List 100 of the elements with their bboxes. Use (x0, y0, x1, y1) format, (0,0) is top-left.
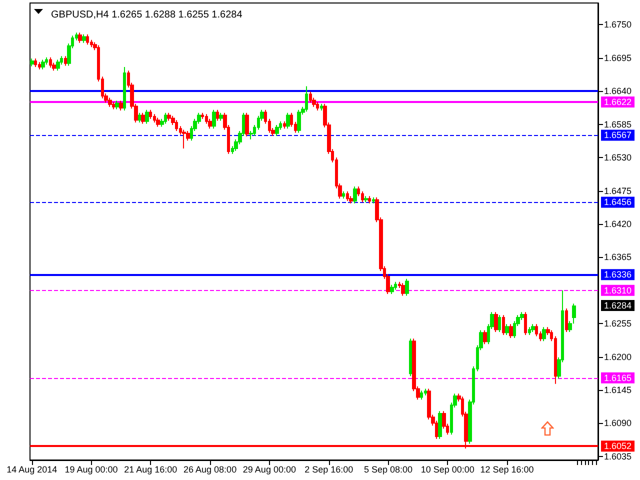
candlestick (401, 282, 405, 296)
candlestick (64, 56, 67, 66)
candlestick (438, 410, 442, 440)
candlestick (531, 324, 535, 333)
x-tick-label: 29 Aug 00:00 (242, 464, 296, 474)
candlestick (342, 190, 345, 200)
x-tick-label: 5 Sep 08:00 (364, 464, 413, 474)
x-tick-label: 26 Aug 08:00 (184, 464, 237, 474)
candlestick (483, 330, 487, 345)
candlestick (353, 186, 357, 204)
candlestick (535, 324, 538, 337)
candlestick (175, 120, 178, 132)
candlestick (305, 86, 308, 112)
ref-line-label: 1.6567 (604, 130, 632, 140)
candlestick (405, 278, 409, 296)
candlestick (86, 34, 89, 46)
x-tick-label: 19 Aug 00:00 (64, 464, 118, 474)
candlestick (45, 56, 48, 66)
candlestick (167, 112, 171, 122)
text: 1.6284 (604, 300, 632, 311)
candlestick (82, 34, 86, 44)
y-tick-label: 1.6365 (604, 252, 632, 262)
candlestick (115, 100, 119, 110)
candlestick (346, 190, 349, 202)
candlestick (528, 326, 531, 336)
candlestick (112, 102, 115, 110)
x-tick-label: 10 Sep 00:00 (420, 464, 474, 474)
candlestick (119, 100, 123, 111)
candlestick (149, 109, 152, 120)
candlestick (316, 102, 319, 111)
candlestick (205, 114, 208, 124)
x-tick-label: 14 Aug 2014 (6, 464, 58, 474)
candlestick (208, 118, 212, 130)
candlestick (182, 129, 186, 149)
candlestick (212, 109, 216, 130)
x-tick-label: 2 Sep 16:00 (304, 464, 354, 474)
ref-line-label: 1.6456 (604, 197, 632, 208)
y-tick-label: 1.6585 (604, 119, 632, 130)
candlestick (286, 112, 290, 130)
candlestick (361, 190, 364, 203)
y-tick-label: 1.6750 (604, 20, 632, 30)
candlestick (424, 388, 427, 396)
candlestick (56, 59, 60, 72)
x-tick-label: 12 Sep 16:00 (480, 464, 534, 474)
candlestick (524, 312, 527, 336)
candlestick (494, 312, 498, 333)
candlestick (108, 97, 112, 108)
candlestick (275, 124, 279, 136)
y-tick-label: 1.6090 (604, 418, 632, 428)
ref-line-label: 1.6622 (604, 97, 632, 108)
candlestick (349, 196, 353, 204)
y-tick-label: 1.6640 (604, 86, 632, 96)
candlestick (141, 112, 145, 124)
candlestick (390, 284, 394, 294)
candlestick (364, 196, 368, 203)
candlestick (320, 103, 323, 111)
y-tick-label: 1.6035 (604, 451, 632, 462)
y-tick-label: 1.6530 (604, 152, 632, 163)
candlestick (394, 281, 397, 290)
text: GBPUSD,H4 1.6265 1.6288 1.6255 1.6284 (51, 10, 243, 20)
candlestick (78, 32, 82, 44)
candlestick (245, 112, 249, 137)
candlestick (420, 390, 423, 400)
candlestick (138, 112, 141, 124)
candlestick (297, 109, 301, 134)
candlestick (30, 58, 34, 67)
candlestick (368, 196, 371, 204)
x-tick-label: 21 Aug 16:00 (124, 464, 178, 474)
candlestick (216, 109, 219, 122)
candlestick (372, 196, 375, 204)
y-tick-label: 1.6695 (604, 52, 632, 63)
candlestick (542, 326, 546, 342)
candlestick (164, 112, 167, 124)
candlestick (201, 112, 204, 120)
candlestick (156, 117, 160, 128)
candlestick (502, 314, 505, 336)
candlestick (283, 120, 286, 130)
candlestick (123, 66, 126, 111)
candlestick (498, 314, 501, 333)
candlestick (49, 56, 52, 68)
y-tick-label: 1.6200 (604, 352, 632, 362)
candlestick (505, 324, 509, 336)
candlestick (38, 62, 41, 70)
ref-line-label: 1.6052 (604, 441, 632, 452)
y-tick-label: 1.6420 (604, 218, 632, 229)
ref-line-label: 1.6336 (604, 270, 632, 280)
candlestick (509, 324, 513, 339)
candlestick (219, 112, 223, 122)
candlestick (565, 308, 568, 333)
ref-line-label: 1.6165 (604, 372, 632, 383)
ref-line-label: 1.6310 (604, 285, 632, 296)
y-tick-label: 1.6145 (604, 384, 632, 395)
candlestick (34, 58, 37, 68)
y-tick-label: 1.6475 (604, 186, 632, 196)
candlestick (145, 109, 149, 124)
candlestick (153, 114, 156, 124)
y-tick-label: 1.6255 (604, 318, 632, 329)
candlestick (409, 338, 412, 377)
candlestick (41, 59, 45, 70)
candlestick (309, 91, 312, 104)
